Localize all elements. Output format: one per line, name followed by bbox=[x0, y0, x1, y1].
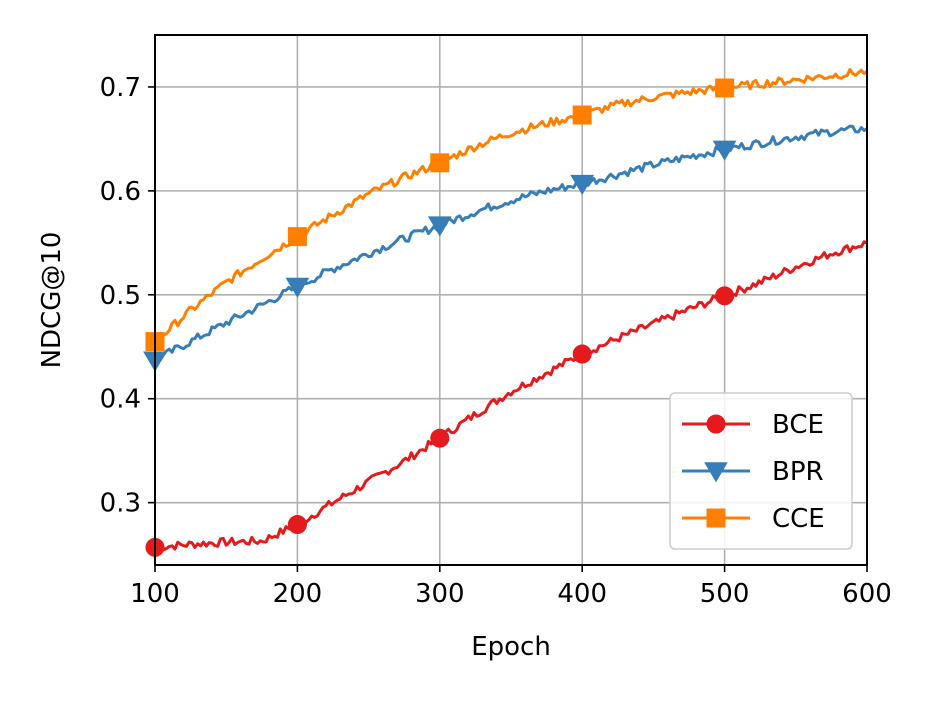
marker-bce bbox=[572, 344, 592, 364]
legend-label-bce: BCE bbox=[772, 410, 824, 440]
legend-label-cce: CCE bbox=[772, 504, 825, 534]
x-tick-label: 100 bbox=[130, 579, 180, 609]
y-tick-label: 0.4 bbox=[100, 385, 141, 415]
marker-cce bbox=[287, 227, 307, 247]
legend-marker-bce bbox=[706, 414, 726, 434]
marker-bpr bbox=[285, 277, 310, 298]
series-markers bbox=[143, 78, 737, 557]
x-tick-label: 500 bbox=[700, 579, 750, 609]
marker-cce bbox=[572, 105, 592, 125]
legend-marker-cce bbox=[706, 508, 726, 528]
marker-bpr bbox=[570, 174, 595, 196]
marker-bce bbox=[287, 514, 307, 534]
y-tick-label: 0.3 bbox=[100, 489, 141, 519]
marker-cce bbox=[715, 78, 735, 98]
y-axis-label: NDCG@10 bbox=[37, 232, 67, 369]
series-line-cce bbox=[153, 68, 868, 343]
marker-bpr bbox=[712, 140, 737, 161]
legend: BCE BPR CCE bbox=[669, 392, 853, 550]
x-tick-label: 200 bbox=[273, 579, 323, 609]
x-axis-label: Epoch bbox=[471, 632, 551, 662]
legend-label-bpr: BPR bbox=[772, 457, 824, 487]
marker-bpr bbox=[427, 216, 452, 237]
series-line-bce bbox=[154, 240, 868, 552]
marker-cce bbox=[430, 153, 450, 173]
marker-bce bbox=[430, 428, 450, 448]
x-tick-label: 300 bbox=[415, 579, 465, 609]
series-lines bbox=[153, 68, 868, 552]
legend-marker-bpr bbox=[704, 462, 728, 483]
series-line-bpr bbox=[154, 124, 868, 362]
marker-bce bbox=[715, 286, 735, 306]
x-tick-label: 400 bbox=[557, 579, 607, 609]
x-tick-label: 600 bbox=[842, 579, 892, 609]
y-tick-label: 0.5 bbox=[100, 281, 141, 311]
y-tick-label: 0.7 bbox=[100, 73, 141, 103]
y-tick-label: 0.6 bbox=[100, 177, 141, 207]
plot-frame bbox=[154, 34, 868, 566]
axis-ticks: 100 200 300 400 500 600 0.3 0.4 0.5 0.6 0.7 bbox=[100, 73, 892, 609]
